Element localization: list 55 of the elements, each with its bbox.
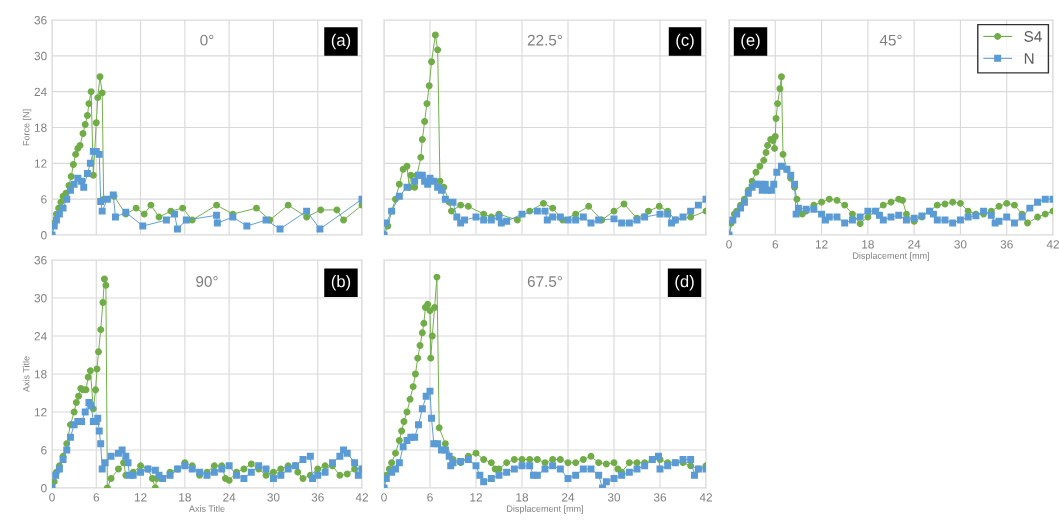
x-tick-label: 24 (562, 493, 575, 502)
y-tick-label: 30 (34, 294, 47, 303)
y-tick-label: 24 (34, 332, 47, 341)
x-tick-label: 42 (355, 493, 368, 502)
x-tick-label: 0 (381, 493, 387, 502)
y-tick-label: 12 (34, 159, 47, 168)
y-tick-label: 6 (41, 446, 47, 455)
x-tick-label: 36 (1000, 240, 1013, 249)
y-tick-label: 0 (41, 231, 47, 240)
y-tick-label: 18 (34, 123, 47, 132)
x-tick-label: 12 (134, 493, 147, 502)
x-tick-label: 0 (726, 240, 732, 249)
annotation: 45° (879, 34, 902, 46)
x-tick-label: 30 (954, 240, 967, 249)
x-tick-label: 36 (311, 493, 324, 502)
annotation: 0° (200, 34, 214, 46)
x-tick-label: 18 (516, 493, 529, 502)
x-tick-label: 0 (49, 493, 55, 502)
y-tick-label: 24 (34, 87, 47, 96)
x-tick-label: 42 (1046, 240, 1059, 249)
x-axis-title: Axis Title (188, 505, 225, 512)
y-tick-label: 36 (34, 256, 47, 265)
x-tick-label: 18 (179, 493, 191, 502)
y-tick-label: 18 (34, 370, 47, 379)
y-tick-label: 6 (41, 195, 47, 204)
x-tick-label: 24 (908, 240, 921, 249)
y-axis-title: Force [N] (22, 109, 32, 146)
annotation: (d) (675, 275, 694, 291)
x-tick-label: 6 (93, 493, 100, 502)
x-axis-title: Displacement [mm] (507, 505, 583, 514)
annotation: (b) (331, 275, 351, 291)
annotation: 22.5° (527, 34, 563, 46)
annotation: (a) (331, 33, 351, 50)
y-axis-title: Axis Title (22, 356, 30, 393)
x-tick-label: 42 (699, 493, 712, 502)
legend-label: S4 (1024, 31, 1042, 42)
y-tick-label: 36 (34, 16, 47, 25)
x-tick-label: 30 (267, 493, 280, 502)
annotation: (c) (676, 33, 694, 50)
annotation: 67.5° (527, 276, 563, 287)
x-tick-label: 6 (772, 240, 779, 249)
x-tick-label: 30 (607, 493, 621, 502)
y-tick-label: 0 (41, 484, 47, 493)
annotation: 90° (196, 276, 218, 287)
x-tick-label: 24 (223, 493, 236, 502)
x-tick-label: 36 (653, 493, 667, 502)
annotation: (e) (741, 33, 760, 50)
x-tick-label: 6 (427, 493, 433, 502)
x-axis-title: Displacement [mm] (853, 252, 929, 261)
y-tick-label: 30 (34, 51, 47, 61)
x-tick-label: 12 (815, 240, 828, 249)
y-tick-label: 12 (34, 408, 47, 417)
legend-label: N (1024, 53, 1034, 64)
x-tick-label: 18 (862, 240, 874, 249)
x-tick-label: 12 (470, 493, 482, 502)
